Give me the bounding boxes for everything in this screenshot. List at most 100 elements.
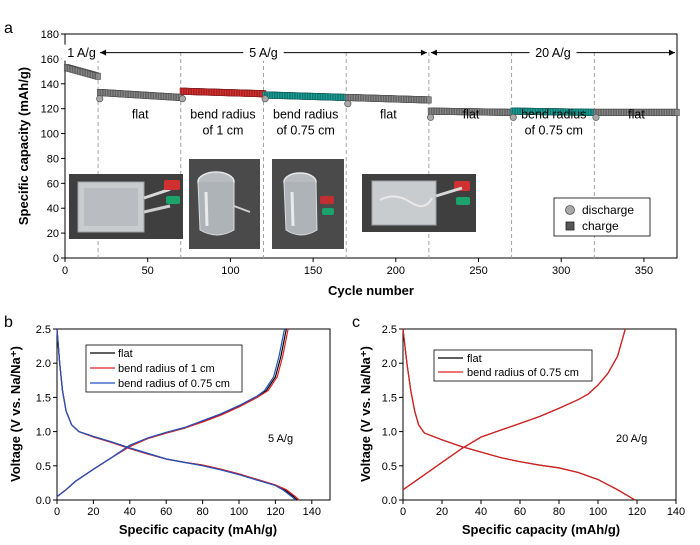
panel-b-x-tick-label: 100	[230, 506, 248, 518]
segment-label: of 1 cm	[202, 124, 243, 138]
y-tick-label: 100	[41, 129, 59, 141]
panel-c-y-tick-label: 0.5	[382, 461, 397, 473]
panel-c-x-tick-label: 100	[589, 506, 607, 518]
segment-label: bend radius	[273, 108, 338, 122]
transition-point	[96, 95, 104, 103]
legend-discharge-label: discharge	[582, 203, 634, 217]
panel-a-frame	[64, 33, 678, 259]
transition-point	[344, 100, 352, 108]
panel-b-y-tick-label: 1.5	[36, 392, 51, 404]
panel-c-y-tick-label: 2.5	[382, 324, 397, 336]
panel-a-ticks: 0 50 100 150 200 250 300 350 0 20 40 60 80 100 120 140 1…	[41, 29, 653, 277]
panel-c-legend-flat: flat	[467, 353, 482, 365]
panel-c-y-tick-label: 1.0	[382, 427, 397, 439]
x-tick-label: 350	[635, 265, 653, 277]
y-tick-label: 80	[47, 153, 59, 165]
legend-discharge-marker	[565, 205, 575, 215]
segment-label: of 0.75 cm	[276, 124, 334, 138]
panel-c-x-tick-label: 20	[436, 506, 448, 518]
panel-a-legend: discharge charge	[553, 197, 651, 237]
panel-b-lines	[56, 328, 300, 501]
segment-label: bend radius	[190, 108, 255, 122]
panel-c-x-tick-label: 120	[628, 506, 646, 518]
panel-b-x-tick-label: 140	[303, 506, 321, 518]
panel-b-y-tick-label: 2.0	[36, 358, 51, 370]
panel-b-y-tick-label: 0.0	[36, 495, 51, 507]
panel-b-charge-curve-2	[56, 328, 286, 498]
x-tick-label: 100	[221, 265, 239, 277]
capacity-point	[674, 108, 680, 116]
panel-a-rate-annotations: 1 A/g 5 A/g 20 A/g	[61, 44, 675, 61]
x-tick-label: 300	[552, 265, 570, 277]
photo-bent-1cm	[189, 159, 260, 249]
segment-label: of 0.75 cm	[525, 124, 583, 138]
rate-label-1: 5 A/g	[249, 46, 278, 60]
legend-charge-label: charge	[582, 219, 619, 233]
panel-c-frame	[402, 328, 677, 501]
y-tick-label: 0	[53, 253, 59, 265]
y-tick-label: 180	[41, 29, 59, 41]
panel-b-frame	[56, 328, 331, 501]
y-tick-label: 60	[47, 178, 59, 190]
x-tick-label: 0	[62, 265, 68, 277]
panel-c-ticks: 0 20 40 60 80 100 120 140 0.0 0.5 1.0 1.5 2.0 2.5	[382, 324, 685, 518]
panel-a-y-axis-label: Specific capacity (mAh/g)	[16, 67, 31, 225]
panel-a-chart: 0 50 100 150 200 250 300 350 0 20 40 60 80 100 120 140 1…	[16, 29, 680, 298]
panel-letter-c: c	[352, 314, 360, 331]
y-tick-label: 160	[41, 54, 59, 66]
panel-c-rate-annotation: 20 A/g	[616, 433, 647, 445]
panel-c-y-axis-label: Voltage (V vs. Na/Na⁺)	[358, 346, 373, 482]
transition-point	[509, 113, 517, 121]
panel-c-chart: 0 20 40 60 80 100 120 140 0.0 0.5 1.0 1.5 2.0 2.5 fla…	[358, 324, 685, 537]
segment-label: bend radius	[521, 108, 586, 122]
panel-c-charge-curve-1	[402, 328, 626, 491]
panel-c-legend-bend-0.75cm: bend radius of 0.75 cm	[467, 367, 579, 379]
panel-letter-b: b	[4, 314, 13, 331]
panel-b-legend: flat bend radius of 1 cm bend radius of …	[85, 344, 243, 393]
panel-b-x-tick-label: 60	[160, 506, 172, 518]
y-tick-label: 120	[41, 104, 59, 116]
transition-point	[178, 95, 186, 103]
segment-label: flat	[380, 108, 397, 122]
transition-point	[592, 113, 600, 121]
panel-b-y-tick-label: 2.5	[36, 324, 51, 336]
panel-c-x-tick-label: 140	[667, 506, 685, 518]
panel-b-rate-annotation: 5 A/g	[268, 433, 293, 445]
panel-b-discharge-curve-2	[56, 328, 296, 501]
panel-a-x-axis-label: Cycle number	[328, 283, 414, 298]
legend-charge-marker	[565, 221, 575, 231]
panel-b-x-tick-label: 40	[124, 506, 136, 518]
panel-b-x-tick-label: 80	[196, 506, 208, 518]
photo-flat-pouch-1	[69, 174, 183, 239]
panel-c-y-tick-label: 0.0	[382, 495, 397, 507]
panel-c-x-tick-label: 40	[475, 506, 487, 518]
panel-b-x-tick-label: 0	[54, 506, 60, 518]
panel-c-x-axis-label: Specific capacity (mAh/g)	[462, 522, 620, 537]
panel-b-y-tick-label: 1.0	[36, 427, 51, 439]
panel-c-x-tick-label: 60	[514, 506, 526, 518]
panel-b-legend-bend-1cm: bend radius of 1 cm	[118, 363, 215, 375]
panel-b-x-tick-label: 120	[266, 506, 284, 518]
y-tick-label: 20	[47, 228, 59, 240]
capacity-point	[426, 96, 432, 104]
panel-b-x-tick-label: 20	[87, 506, 99, 518]
panel-c-legend: flat bend radius of 0.75 cm	[433, 349, 593, 382]
panel-a-segment-labels: flat bend radius of 1 cm bend radius of 0.75…	[132, 108, 645, 138]
panel-b-y-axis-label: Voltage (V vs. Na/Na⁺)	[8, 346, 23, 482]
rate-label-2: 20 A/g	[535, 46, 570, 60]
x-tick-label: 50	[142, 265, 154, 277]
segment-label: flat	[132, 108, 149, 122]
capacity-point	[95, 72, 101, 80]
y-tick-label: 140	[41, 79, 59, 91]
transition-point	[426, 113, 435, 121]
y-tick-label: 40	[47, 203, 59, 215]
rate-label-0: 1 A/g	[67, 46, 96, 60]
panel-b-legend-bend-0.75cm: bend radius of 0.75 cm	[118, 378, 230, 390]
panel-c-lines	[402, 328, 636, 501]
segment-label: flat	[628, 108, 645, 122]
x-tick-label: 250	[469, 265, 487, 277]
segment-label: flat	[463, 108, 480, 122]
photo-flat-pouch-2	[362, 174, 476, 232]
